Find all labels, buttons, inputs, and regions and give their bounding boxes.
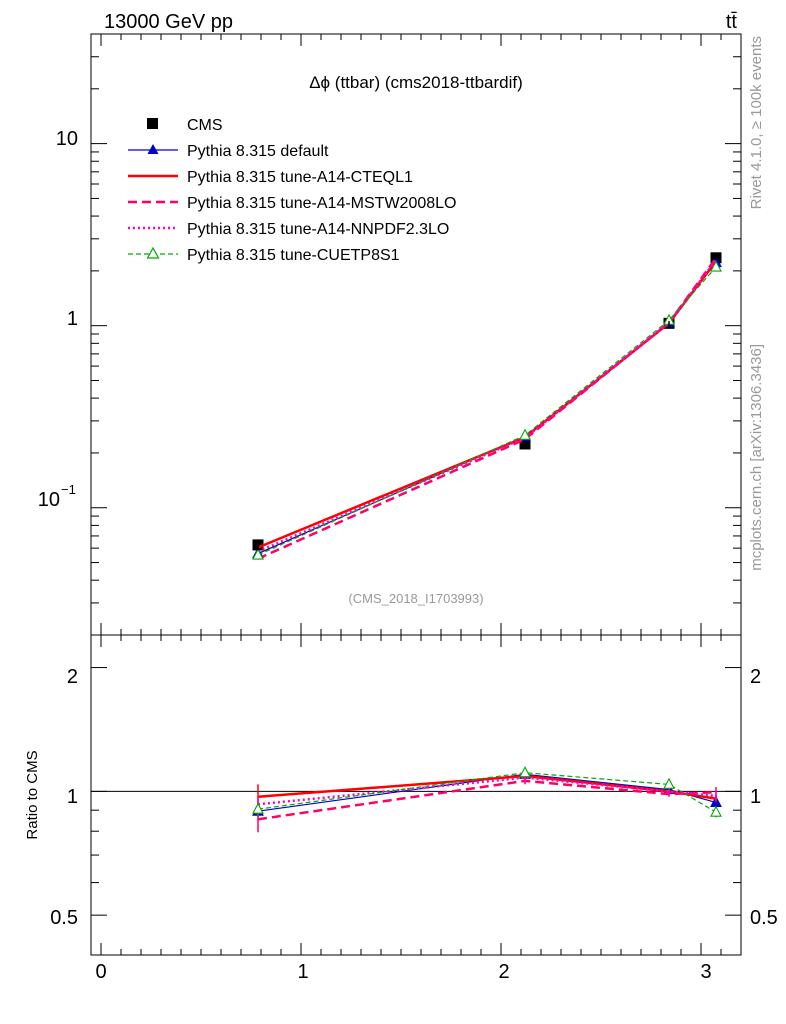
legend-marker-cuetp8s1	[146, 246, 160, 259]
ytick-label-0.1: 10 −1	[38, 482, 76, 511]
svg-text:10: 10	[38, 489, 60, 511]
ratio-plot	[91, 766, 741, 833]
series-point	[252, 548, 264, 560]
ratio-point	[663, 777, 675, 789]
watermark: (CMS_2018_I1703993)	[348, 591, 483, 606]
xtick-label-3: 3	[700, 961, 711, 983]
ratio-tick-label-2: 2	[67, 666, 78, 688]
ratio-line-4	[257, 772, 717, 813]
series-line-1	[257, 260, 717, 549]
xtick-label-2: 2	[498, 961, 509, 983]
series-point	[519, 428, 531, 440]
legend-marker-cms	[147, 118, 158, 129]
ytick-label-10: 10	[56, 128, 78, 150]
series-line-2	[257, 257, 718, 560]
legend-label-cms: CMS	[187, 117, 223, 134]
side-label-mcplots: mcplots.cern.ch [arXiv:1306.3436]	[748, 344, 765, 571]
ratio-line-3	[257, 776, 717, 806]
ratio-point	[710, 805, 722, 817]
legend-label-nnpdf: Pythia 8.315 tune-A14-NNPDF2.3LO	[187, 221, 449, 238]
ratio-point	[252, 802, 264, 814]
ratio-tick-label-0.5: 0.5	[50, 907, 78, 929]
ratio-line-2	[257, 779, 717, 821]
axis-ticks	[91, 33, 742, 956]
ytick-exponent: −1	[61, 482, 76, 497]
legend-label-default: Pythia 8.315 default	[187, 143, 329, 160]
series-line-0	[257, 262, 717, 555]
ratio-point	[519, 766, 531, 778]
legend-marker-default	[147, 144, 159, 154]
ratio-tick-label-1-right: 1	[750, 786, 761, 808]
ratio-ylabel: Ratio to CMS	[24, 750, 41, 839]
xtick-label-0: 0	[95, 961, 106, 983]
header-right: tt̄	[726, 11, 738, 33]
series-line-4	[257, 266, 717, 556]
ratio-tick-label-0.5-right: 0.5	[750, 907, 778, 929]
ratio-tick-label-1: 1	[67, 786, 78, 808]
series-point	[710, 260, 722, 272]
ytick-label-1: 1	[67, 308, 78, 330]
legend: CMS Pythia 8.315 default Pythia 8.315 tu…	[128, 117, 456, 264]
side-label-rivet: Rivet 4.1.0, ≥ 100k events	[748, 36, 765, 209]
ratio-tick-label-2-right: 2	[750, 666, 761, 688]
series-line-3	[257, 259, 718, 553]
legend-label-mstw: Pythia 8.315 tune-A14-MSTW2008LO	[187, 195, 456, 212]
legend-label-cteql1: Pythia 8.315 tune-A14-CTEQL1	[187, 169, 413, 186]
header-left: 13000 GeV pp	[104, 11, 233, 33]
legend-label-cuetp8s1: Pythia 8.315 tune-CUETP8S1	[187, 247, 400, 264]
main-plot	[252, 252, 722, 560]
ratio-panel-frame	[90, 634, 742, 956]
xtick-label-1: 1	[297, 961, 308, 983]
chart-title: Δϕ (ttbar) (cms2018-ttbardif)	[309, 73, 523, 92]
